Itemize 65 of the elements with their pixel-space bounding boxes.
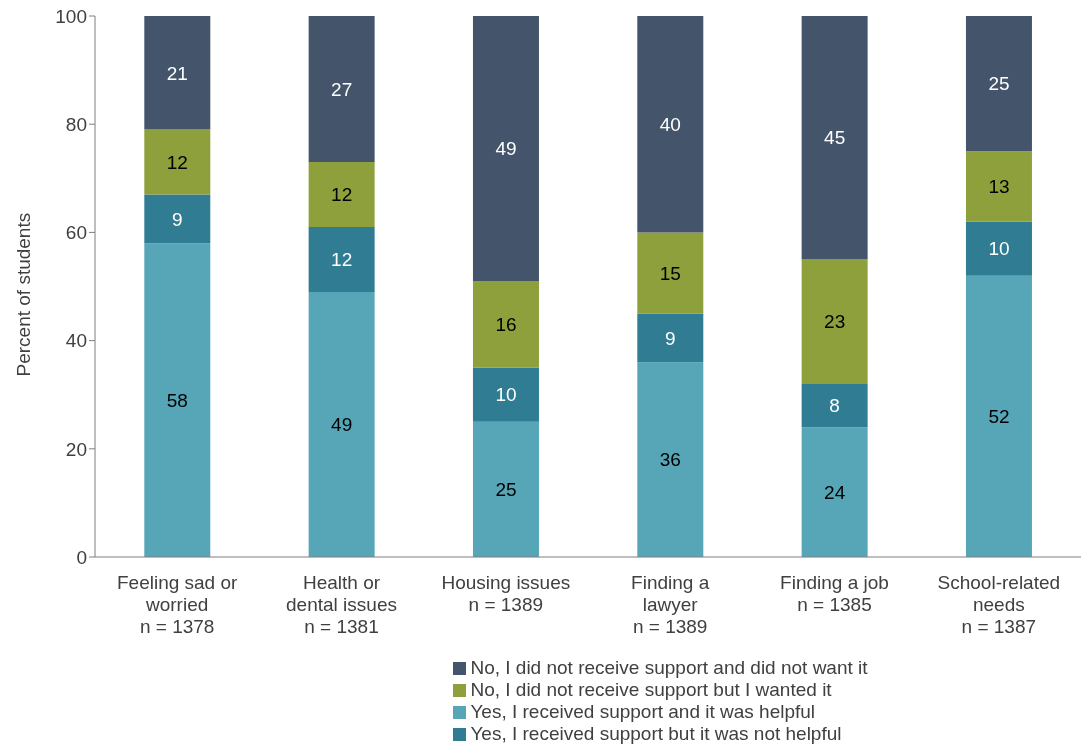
- data-label: 23: [824, 311, 846, 333]
- bar: [472, 281, 539, 368]
- data-label: 21: [166, 62, 188, 84]
- data-label: 16: [495, 314, 517, 336]
- data-label: 58: [166, 389, 188, 411]
- y-axis-title: Percent of students: [12, 212, 34, 377]
- bar: [308, 162, 375, 227]
- y-tick-label: 60: [65, 222, 87, 244]
- legend-label: Yes, I received support but it was not helpful: [470, 723, 842, 744]
- bar: [801, 259, 868, 384]
- bar: [637, 16, 704, 233]
- bar: [144, 243, 211, 557]
- bar: [965, 151, 1032, 222]
- bar: [308, 291, 375, 557]
- legend-label: No, I did not receive support and did not want it: [470, 657, 868, 678]
- y-tick-label: 0: [76, 546, 87, 568]
- bar: [472, 16, 539, 282]
- data-label: 12: [331, 249, 353, 271]
- bar: [144, 16, 211, 130]
- data-label: 10: [988, 238, 1010, 260]
- data-label: 45: [824, 127, 846, 149]
- bar: [637, 232, 704, 314]
- bar: [965, 16, 1032, 152]
- bar: [965, 221, 1032, 276]
- data-label: 27: [331, 78, 353, 100]
- x-tick-label: Health or dental issues n = 1381: [286, 572, 397, 637]
- data-label: 12: [331, 184, 353, 206]
- data-label: 49: [495, 138, 517, 160]
- y-tick-label: 80: [65, 113, 87, 135]
- bar: [472, 367, 539, 422]
- data-label: 15: [659, 262, 681, 284]
- bar: [637, 313, 704, 363]
- bar: [965, 275, 1032, 557]
- legend-label: No, I did not receive support but I wanted it: [470, 679, 832, 700]
- x-tick-label: Finding a job n = 1385: [780, 572, 889, 615]
- data-label: 9: [665, 327, 676, 349]
- bar: [801, 383, 868, 428]
- data-label: 12: [166, 151, 188, 173]
- bar: [308, 16, 375, 163]
- data-label: 40: [659, 113, 681, 135]
- data-label: 25: [495, 479, 517, 501]
- y-tick-label: 100: [55, 5, 87, 27]
- x-tick-label: School-related needs n = 1387: [937, 572, 1061, 637]
- bar: [144, 129, 211, 195]
- data-label: 10: [495, 384, 517, 406]
- x-tick-label: Housing issues n = 1389: [441, 572, 571, 615]
- y-tick-label: 20: [65, 438, 87, 460]
- data-label: 25: [988, 73, 1010, 95]
- legend-label: Yes, I received support and it was helpful: [470, 701, 816, 722]
- bar: [801, 427, 868, 557]
- data-label: 36: [659, 449, 681, 471]
- data-label: 49: [331, 414, 353, 436]
- bar: [308, 226, 375, 292]
- data-label: 24: [824, 481, 846, 503]
- x-tick-label: Finding a lawyer n = 1389: [631, 572, 710, 637]
- bar: [637, 362, 704, 557]
- bar: [801, 16, 868, 260]
- data-label: 52: [988, 406, 1010, 428]
- bar: [472, 421, 539, 557]
- data-label: 13: [988, 176, 1010, 198]
- y-tick-label: 40: [65, 330, 87, 352]
- bar: [144, 194, 211, 244]
- data-label: 8: [829, 395, 840, 417]
- data-label: 9: [172, 208, 183, 230]
- x-tick-label: Feeling sad or worried n = 1378: [116, 572, 239, 637]
